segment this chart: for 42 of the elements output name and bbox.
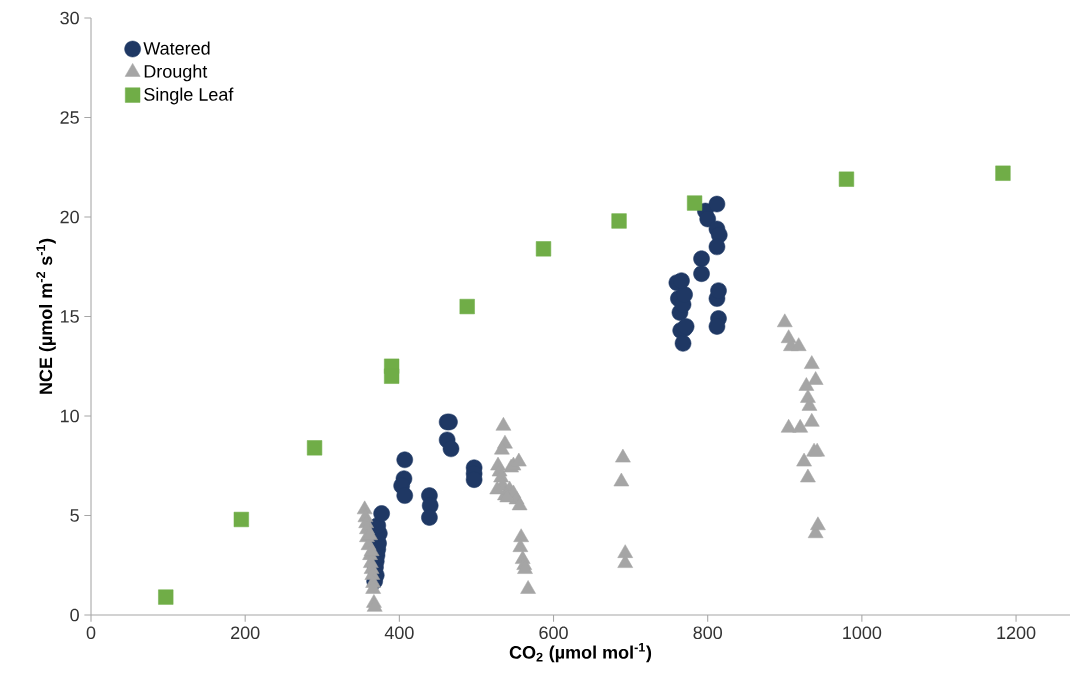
point	[233, 511, 249, 528]
point	[676, 286, 693, 303]
point	[693, 250, 710, 268]
point	[708, 195, 726, 213]
point	[710, 282, 727, 299]
y-tick-label: 10	[60, 409, 79, 423]
point	[442, 440, 460, 458]
point	[158, 589, 174, 605]
point	[396, 487, 414, 504]
point	[995, 165, 1011, 181]
point	[396, 451, 414, 469]
x-tick-label: 0	[86, 626, 96, 640]
point	[838, 171, 855, 187]
x-tick-label: 1200	[997, 626, 1036, 640]
y-tick-label: 20	[60, 210, 79, 224]
point	[611, 213, 627, 229]
y-tick-label: 15	[60, 310, 79, 323]
point	[693, 265, 710, 282]
y-axis-title: NCE (µmol m$^{-2}$ s$^{-1}$)	[36, 238, 56, 394]
y-tick-label: 0	[70, 608, 79, 622]
y-tick-label: 30	[60, 11, 79, 25]
point	[421, 509, 438, 526]
x-tick-label: 1000	[843, 626, 882, 640]
legend-label: Single Leaf	[144, 87, 234, 105]
point	[373, 505, 390, 522]
legend-label: Drought	[144, 64, 208, 82]
point	[708, 238, 726, 256]
point	[535, 241, 552, 257]
legend-label: Watered	[143, 41, 210, 55]
x-axis-title: CO$_{2}$ (µmol mol$^{-1}$)	[509, 642, 652, 663]
point	[459, 298, 475, 315]
y-tick-label: 5	[70, 509, 79, 522]
point	[674, 335, 692, 352]
x-tick-label: 800	[693, 626, 723, 640]
x-tick-label: 400	[384, 626, 414, 640]
y-tick-label: 25	[60, 111, 79, 124]
point	[673, 272, 690, 289]
x-tick-label: 200	[231, 626, 260, 640]
point	[306, 440, 323, 456]
point	[687, 195, 703, 211]
point	[384, 368, 400, 384]
x-tick-label: 600	[539, 626, 568, 640]
